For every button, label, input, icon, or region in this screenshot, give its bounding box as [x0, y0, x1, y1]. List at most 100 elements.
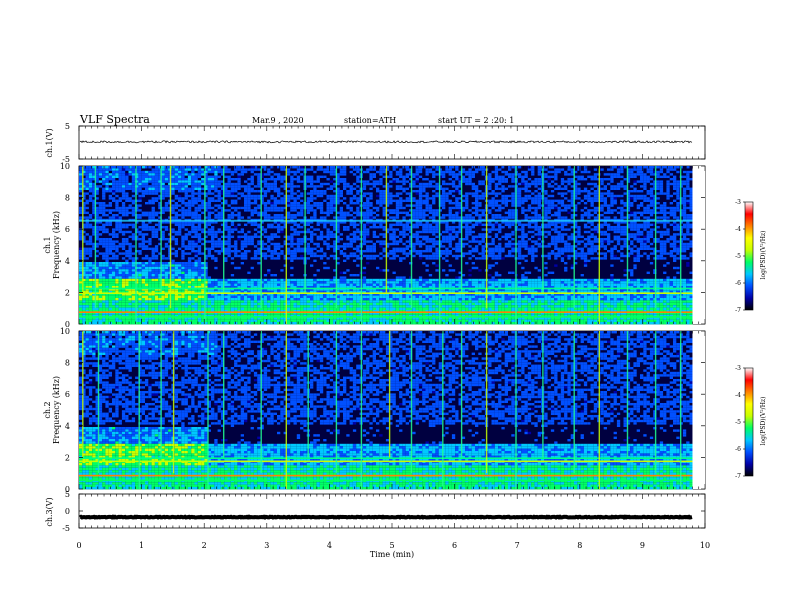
spectrogram-cell	[178, 185, 181, 187]
spectrogram-cell	[86, 303, 89, 305]
spectrogram-cell	[294, 322, 297, 324]
spectrogram-cell	[277, 303, 280, 305]
spectrogram-cell	[264, 257, 267, 259]
spectrogram-cell	[340, 305, 343, 307]
spectrogram-cell	[89, 250, 92, 252]
spectrogram-cell	[115, 190, 118, 192]
spectrogram-cell	[155, 178, 158, 180]
spectrogram-cell	[251, 209, 254, 211]
spectrogram-cell	[152, 303, 155, 305]
spectrogram-cell	[231, 262, 234, 264]
spectrogram-cell	[376, 183, 379, 185]
spectrogram-cell	[396, 296, 399, 298]
spectrogram-cell	[195, 300, 198, 302]
spectrogram-cell	[191, 274, 194, 276]
spectrogram-cell	[396, 173, 399, 175]
spectrogram-cell	[195, 200, 198, 202]
spectrogram-cell	[277, 298, 280, 300]
spectrogram-cell	[307, 322, 310, 324]
spectrogram-cell	[363, 202, 366, 204]
spectrogram-cell	[330, 173, 333, 175]
spectrogram-cell	[102, 231, 105, 233]
spectrogram-cell	[152, 233, 155, 235]
spectrogram-cell	[198, 305, 201, 307]
spectrogram-cell	[162, 195, 165, 197]
spectrogram-cell	[356, 284, 359, 286]
spectrogram-cell	[148, 200, 151, 202]
spectrogram-cell	[109, 308, 112, 310]
spectrogram-cell	[327, 207, 330, 209]
spectrogram-cell	[389, 252, 392, 254]
spectrogram-cell	[350, 233, 353, 235]
spectrogram-cell	[251, 322, 254, 324]
spectrogram-cell	[142, 171, 145, 173]
spectrogram-cell	[89, 236, 92, 238]
spectrogram-cell	[402, 284, 405, 286]
spectrogram-cell	[214, 267, 217, 269]
spectrogram-cell	[148, 320, 151, 322]
spectrogram-cell	[171, 207, 174, 209]
spectrogram-cell	[188, 224, 191, 226]
spectrogram-cell	[350, 207, 353, 209]
spectrogram-cell	[191, 236, 194, 238]
spectrogram-cell	[231, 212, 234, 214]
spectrogram-cell	[247, 240, 250, 242]
spectrogram-cell	[402, 322, 405, 324]
spectrogram-cell	[122, 226, 125, 228]
spectrogram-cell	[310, 168, 313, 170]
spectrogram-cell	[109, 262, 112, 264]
spectrogram-cell	[201, 228, 204, 230]
spectrogram-cell	[165, 269, 168, 271]
spectrogram-cell	[402, 183, 405, 185]
spectrogram-cell	[244, 320, 247, 322]
spectrogram-cell	[356, 200, 359, 202]
spectrogram-cell	[211, 233, 214, 235]
spectrogram-cell	[274, 274, 277, 276]
spectrogram-cell	[247, 305, 250, 307]
spectrogram-cell	[290, 300, 293, 302]
spectrogram-cell	[373, 226, 376, 228]
spectrogram-cell	[142, 192, 145, 194]
spectrogram-cell	[373, 255, 376, 257]
spectrogram-cell	[191, 240, 194, 242]
spectrogram-cell	[294, 171, 297, 173]
spectrogram-cell	[195, 202, 198, 204]
spectrogram-cell	[145, 202, 148, 204]
spectrogram-cell	[419, 212, 422, 214]
spectrogram-cell	[165, 298, 168, 300]
spectrogram-cell	[122, 300, 125, 302]
spectrogram-cell	[257, 197, 260, 199]
spectrogram-cell	[310, 298, 313, 300]
spectrogram-cell	[274, 183, 277, 185]
spectrogram-cell	[383, 176, 386, 178]
spectrogram-cell	[145, 228, 148, 230]
spectrogram-cell	[115, 284, 118, 286]
spectrogram-cell	[231, 300, 234, 302]
spectrogram-cell	[119, 180, 122, 182]
spectrogram-cell	[155, 269, 158, 271]
spectrogram-cell	[188, 204, 191, 206]
spectrogram-cell	[119, 171, 122, 173]
spectrogram-cell	[175, 300, 178, 302]
spectrogram-cell	[419, 308, 422, 310]
spectrogram-cell	[330, 303, 333, 305]
spectrogram-cell	[399, 250, 402, 252]
spectrogram-cell	[363, 231, 366, 233]
spectrogram-cell	[267, 216, 270, 218]
spectrogram-cell	[129, 236, 132, 238]
spectrogram-cell	[191, 300, 194, 302]
spectrogram-cell	[218, 303, 221, 305]
spectrogram-cell	[393, 255, 396, 257]
spectrogram-cell	[195, 322, 198, 324]
spectrogram-cell	[138, 252, 141, 254]
spectrogram-cell	[369, 209, 372, 211]
spectrogram-cell	[181, 284, 184, 286]
spectrogram-cell	[320, 308, 323, 310]
spectrogram-cell	[132, 233, 135, 235]
spectrogram-cell	[363, 243, 366, 245]
spectrogram-cell	[297, 245, 300, 247]
spectrogram-cell	[89, 243, 92, 245]
spectrogram-cell	[376, 296, 379, 298]
spectrogram-cell	[122, 267, 125, 269]
spectrogram-cell	[251, 298, 254, 300]
